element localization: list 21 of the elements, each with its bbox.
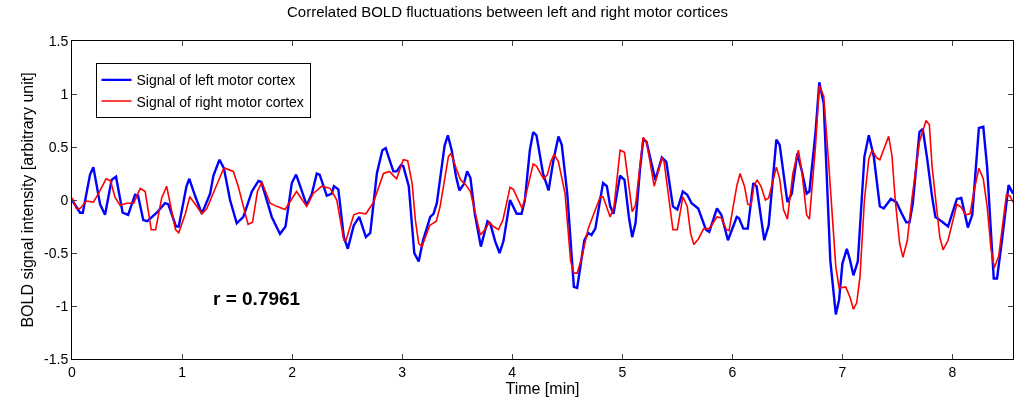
y-axis-title: BOLD signal intensity [arbitrary unit] bbox=[18, 72, 36, 328]
y-tick-label: 0 bbox=[60, 191, 69, 208]
y-tick-label: 1.5 bbox=[48, 32, 69, 49]
y-tick-label: 1 bbox=[60, 85, 69, 102]
chart-title: Correlated BOLD fluctuations between left and right motor cortices bbox=[286, 2, 729, 20]
y-tick-label: -0.5 bbox=[44, 244, 69, 261]
x-tick-label: 4 bbox=[508, 363, 517, 380]
x-axis-title: Time [min] bbox=[505, 379, 580, 397]
y-tick-label: -1 bbox=[55, 297, 69, 314]
x-tick-label: 6 bbox=[728, 363, 737, 380]
x-tick-label: 3 bbox=[398, 363, 407, 380]
x-tick-label: 7 bbox=[838, 363, 847, 380]
x-tick-label: 8 bbox=[948, 363, 957, 380]
legend-label: Signal of right motor cortex bbox=[136, 93, 304, 110]
legend-label: Signal of left motor cortex bbox=[136, 72, 296, 89]
x-tick-label: 5 bbox=[618, 363, 627, 380]
y-tick-label: -1.5 bbox=[44, 350, 69, 367]
x-tick-label: 1 bbox=[178, 363, 187, 380]
annotation: r = 0.7961 bbox=[213, 288, 301, 309]
y-tick-label: 0.5 bbox=[48, 138, 69, 155]
x-tick-label: 2 bbox=[288, 363, 297, 380]
